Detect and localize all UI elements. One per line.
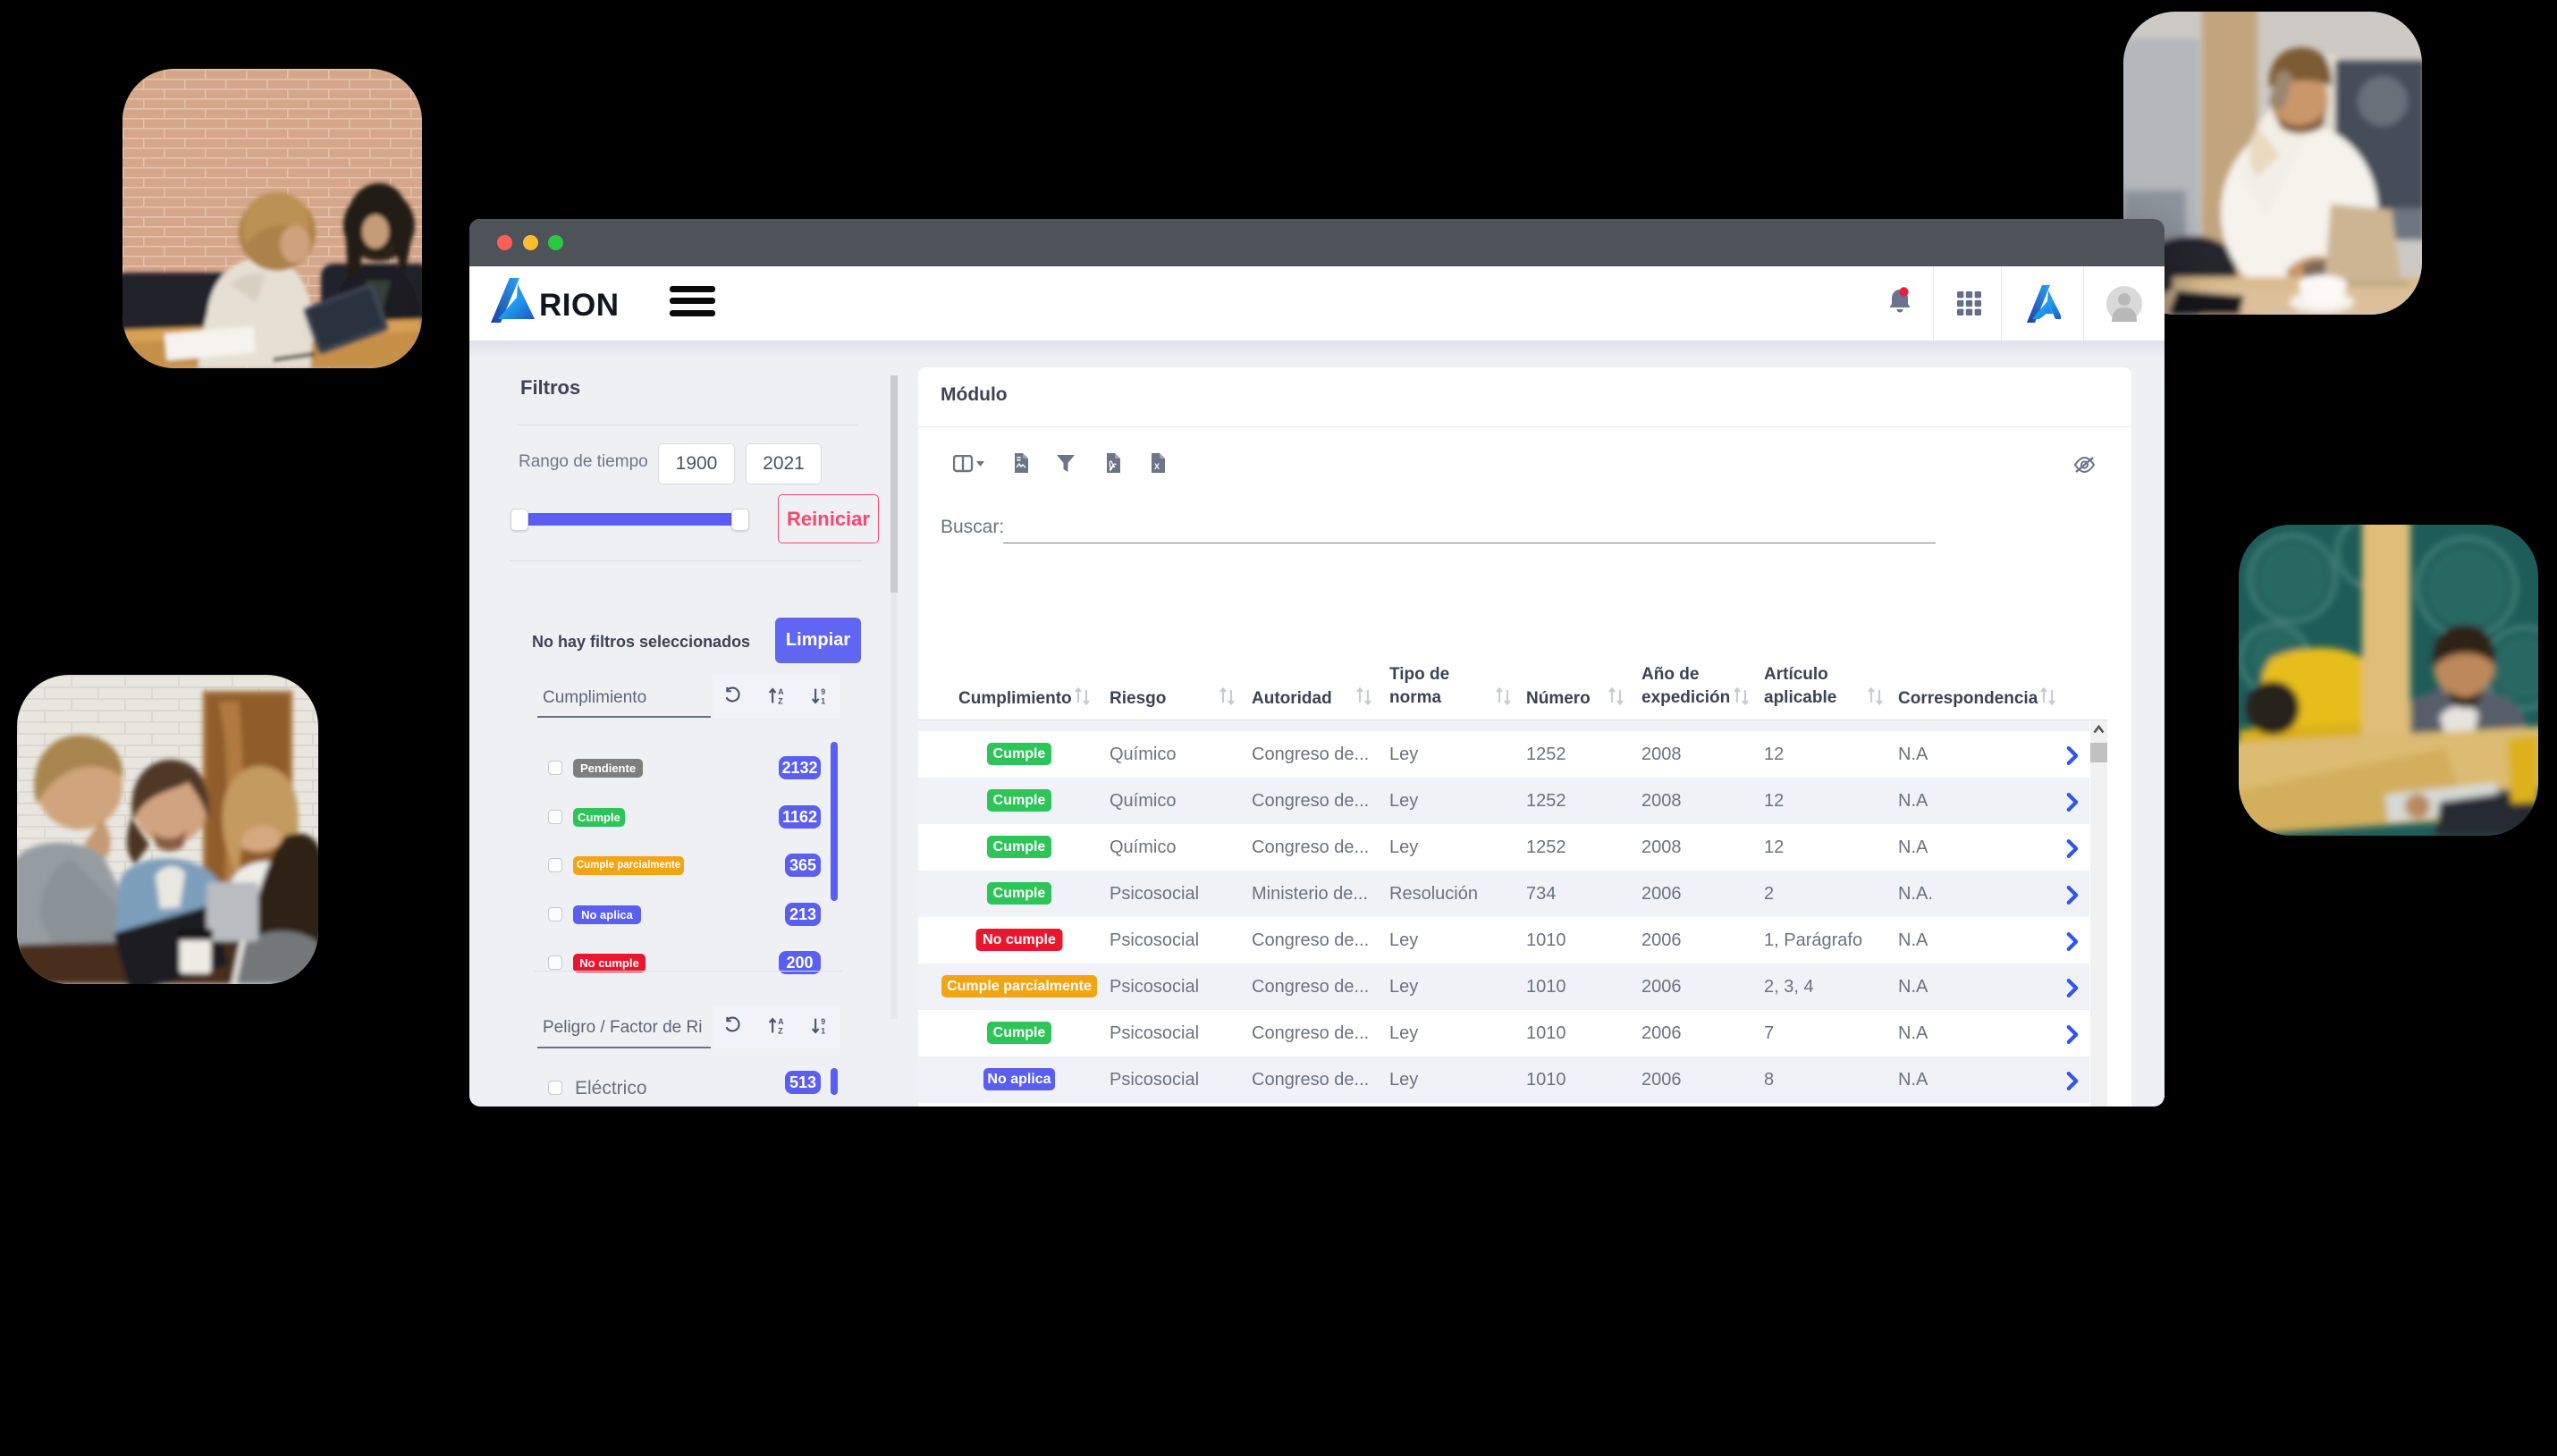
svg-text:Z: Z — [778, 1026, 783, 1035]
svg-text:RION: RION — [539, 288, 620, 323]
svg-text:1: 1 — [821, 696, 825, 705]
svg-text:1: 1 — [821, 1026, 825, 1035]
svg-text:9: 9 — [821, 687, 825, 696]
svg-text:9: 9 — [821, 1017, 825, 1026]
svg-text:A: A — [778, 687, 784, 696]
svg-text:X: X — [1154, 462, 1160, 471]
svg-text:A: A — [778, 1017, 784, 1026]
svg-text:Z: Z — [778, 696, 783, 705]
